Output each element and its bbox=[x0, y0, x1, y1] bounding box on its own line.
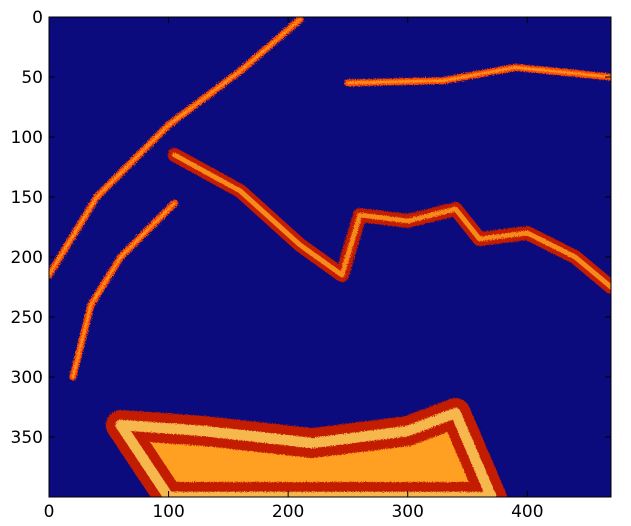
x-axis-ticks: 0 100 200 300 400 bbox=[44, 17, 544, 522]
x-tick-label: 300 bbox=[391, 502, 423, 522]
y-tick-label: 250 bbox=[11, 308, 43, 328]
x-tick-label: 200 bbox=[272, 502, 304, 522]
y-tick-label: 150 bbox=[11, 188, 43, 208]
feature-highlight-2 bbox=[172, 152, 611, 290]
y-tick-label: 0 bbox=[32, 8, 43, 28]
y-tick-label: 50 bbox=[21, 68, 43, 88]
feature-highlight-4 bbox=[115, 407, 497, 497]
heatmap-features bbox=[49, 17, 611, 497]
x-tick-label: 0 bbox=[44, 502, 55, 522]
y-tick-label: 350 bbox=[11, 428, 43, 448]
y-tick-label: 200 bbox=[11, 248, 43, 268]
y-axis-ticks: 0 50 100 150 200 250 300 350 bbox=[11, 8, 611, 448]
feature-highlight-0 bbox=[49, 18, 302, 277]
x-tick-label: 400 bbox=[511, 502, 543, 522]
y-tick-label: 300 bbox=[11, 368, 43, 388]
x-tick-label: 100 bbox=[152, 502, 184, 522]
feature-highlight-1 bbox=[346, 66, 611, 85]
y-tick-label: 100 bbox=[11, 128, 43, 148]
feature-highlight-3 bbox=[71, 201, 176, 379]
